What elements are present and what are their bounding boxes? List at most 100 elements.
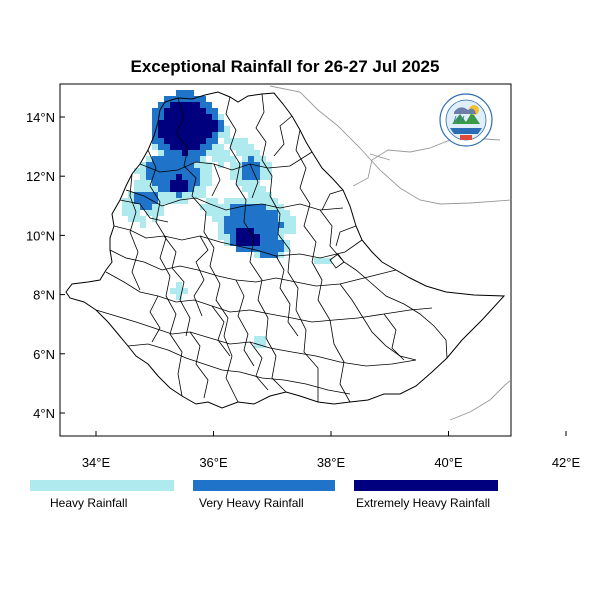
rain-cell <box>260 222 266 228</box>
rain-cell <box>152 198 158 204</box>
rain-cell <box>242 180 248 186</box>
legend-label-heavy: Heavy Rainfall <box>50 496 128 510</box>
rain-cell <box>134 192 140 198</box>
rain-cell <box>260 240 266 246</box>
rain-cell <box>236 228 242 234</box>
rain-cell <box>182 288 188 294</box>
rain-cell <box>224 138 230 144</box>
rain-cell <box>170 126 176 132</box>
rain-cell <box>266 210 272 216</box>
rain-cell <box>248 180 254 186</box>
rain-cell <box>230 204 236 210</box>
rain-cell <box>164 174 170 180</box>
rain-cell <box>272 210 278 216</box>
rain-cell <box>236 138 242 144</box>
rain-cell <box>218 222 224 228</box>
rain-cell <box>170 114 176 120</box>
rain-cell <box>218 162 224 168</box>
rain-cell <box>164 156 170 162</box>
admin-boundaries <box>95 93 448 403</box>
rain-cell <box>164 96 170 102</box>
rain-cell <box>224 198 230 204</box>
rain-cell <box>254 186 260 192</box>
rain-cell <box>200 102 206 108</box>
rain-cell <box>170 198 176 204</box>
rain-cell <box>242 162 248 168</box>
legend-swatch-heavy <box>30 480 174 491</box>
rain-cell <box>236 216 242 222</box>
rain-cell <box>152 192 158 198</box>
rain-cell <box>218 216 224 222</box>
rain-cell <box>182 198 188 204</box>
rain-cell <box>146 162 152 168</box>
rain-cell <box>314 258 320 264</box>
rain-cell <box>260 228 266 234</box>
rain-cell <box>188 102 194 108</box>
rain-cell <box>188 132 194 138</box>
rain-cell <box>236 222 242 228</box>
rain-cell <box>176 108 182 114</box>
rain-cell <box>164 192 170 198</box>
rain-cell <box>164 120 170 126</box>
rain-cell <box>260 162 266 168</box>
rain-cell <box>146 186 152 192</box>
rain-cell <box>272 198 278 204</box>
rain-cell <box>266 222 272 228</box>
rain-cell <box>206 198 212 204</box>
rain-cell <box>266 204 272 210</box>
rain-cell <box>242 174 248 180</box>
rain-cell <box>242 240 248 246</box>
rain-cell <box>170 156 176 162</box>
rain-cell <box>170 102 176 108</box>
rain-cell <box>122 210 128 216</box>
rain-cell <box>284 246 290 252</box>
rain-cell <box>200 96 206 102</box>
rain-cell <box>266 246 272 252</box>
rain-cell <box>176 138 182 144</box>
rain-cell <box>176 192 182 198</box>
rain-cell <box>266 198 272 204</box>
rain-cell <box>200 168 206 174</box>
rain-cell <box>152 180 158 186</box>
rain-cell <box>218 210 224 216</box>
rain-cell <box>152 138 158 144</box>
rain-cell <box>320 258 326 264</box>
rain-cell <box>182 102 188 108</box>
rain-cell <box>272 240 278 246</box>
rain-cell <box>158 132 164 138</box>
rain-cell <box>260 156 266 162</box>
rain-cell <box>230 240 236 246</box>
rain-cell <box>248 216 254 222</box>
legend-label-extremely-heavy: Extremely Heavy Rainfall <box>356 496 491 510</box>
rain-cell <box>248 162 254 168</box>
rain-cell <box>182 108 188 114</box>
rain-cell <box>200 156 206 162</box>
rain-cell <box>200 162 206 168</box>
rain-cell <box>158 138 164 144</box>
rain-cell <box>200 108 206 114</box>
rain-cell <box>152 114 158 120</box>
lat-label-6: 6°N <box>33 347 55 362</box>
rain-cell <box>248 198 254 204</box>
rain-cell <box>170 138 176 144</box>
rain-cell <box>254 162 260 168</box>
rain-cell <box>278 234 284 240</box>
rain-cell <box>182 162 188 168</box>
rain-cell <box>212 144 218 150</box>
rain-cell <box>284 240 290 246</box>
rain-cell <box>134 216 140 222</box>
rain-cell <box>158 204 164 210</box>
rain-cell <box>128 204 134 210</box>
rain-cell <box>134 210 140 216</box>
rain-cell <box>182 120 188 126</box>
rain-cell <box>224 150 230 156</box>
rain-cell <box>188 126 194 132</box>
rain-cell <box>194 114 200 120</box>
rain-cell <box>284 228 290 234</box>
rain-cell <box>236 162 242 168</box>
rain-cell <box>200 114 206 120</box>
rain-cell <box>266 252 272 258</box>
rain-cell <box>194 144 200 150</box>
rain-cell <box>242 222 248 228</box>
legend-label-very-heavy: Very Heavy Rainfall <box>199 496 304 510</box>
